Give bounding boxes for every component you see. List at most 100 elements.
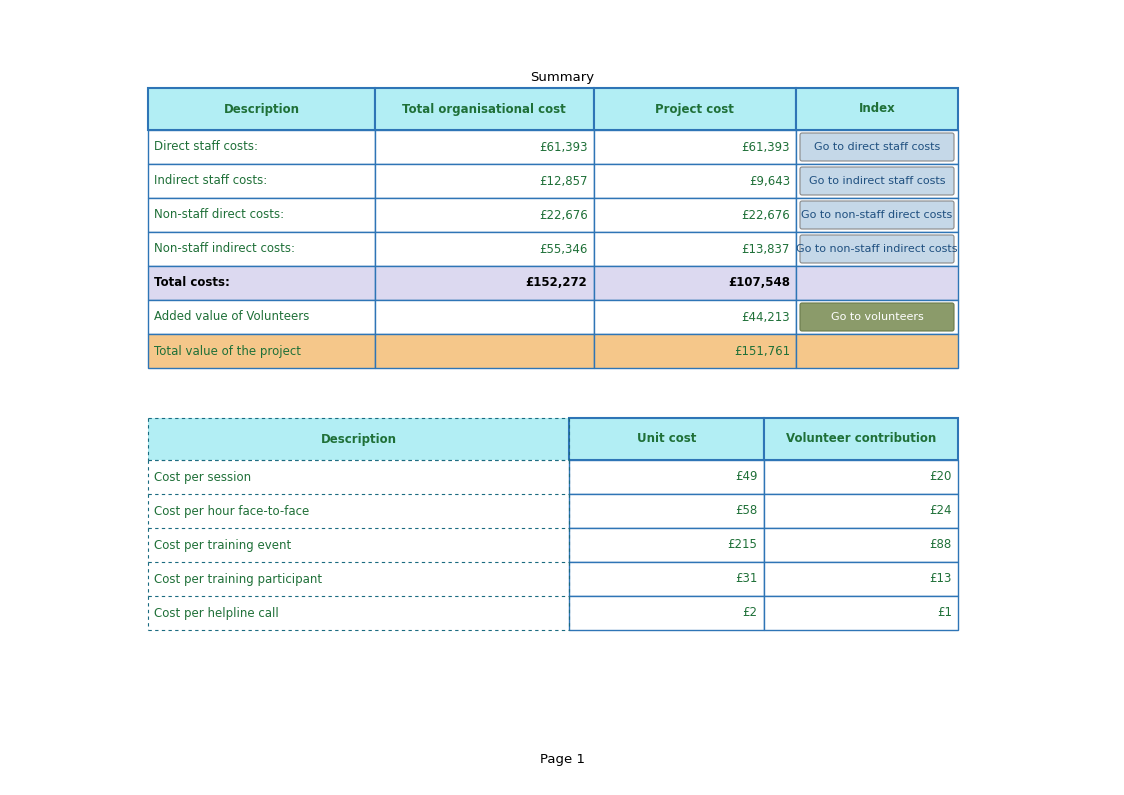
Text: Non-staff direct costs:: Non-staff direct costs: (154, 208, 284, 222)
Text: £44,213: £44,213 (742, 311, 790, 324)
Text: £49: £49 (735, 471, 758, 483)
Bar (763, 460, 958, 494)
Bar (593, 300, 796, 334)
Bar (148, 232, 374, 266)
Text: Non-staff indirect costs:: Non-staff indirect costs: (154, 242, 294, 255)
Text: Go to volunteers: Go to volunteers (831, 312, 924, 322)
Bar (569, 418, 763, 460)
Text: £20: £20 (930, 471, 952, 483)
Bar (593, 164, 796, 198)
Bar (763, 494, 958, 528)
FancyBboxPatch shape (800, 303, 954, 331)
Bar (796, 300, 958, 334)
Text: £107,548: £107,548 (728, 277, 790, 289)
Text: £152,272: £152,272 (526, 277, 588, 289)
Text: Total value of the project: Total value of the project (154, 344, 301, 358)
Bar (569, 596, 763, 630)
Bar (763, 418, 958, 460)
Text: £22,676: £22,676 (538, 208, 588, 222)
Text: £151,761: £151,761 (734, 344, 790, 358)
Text: Cost per hour face-to-face: Cost per hour face-to-face (154, 505, 309, 518)
Text: £12,857: £12,857 (540, 174, 588, 188)
Bar (763, 562, 958, 596)
Bar (148, 562, 569, 596)
Text: Description: Description (320, 432, 397, 445)
Bar (148, 418, 569, 460)
Text: Added value of Volunteers: Added value of Volunteers (154, 311, 309, 324)
Bar (374, 88, 593, 130)
Bar (569, 460, 763, 494)
Bar (593, 232, 796, 266)
Text: Index: Index (859, 103, 896, 115)
Text: Go to direct staff costs: Go to direct staff costs (814, 142, 940, 152)
Text: £9,643: £9,643 (749, 174, 790, 188)
Text: £31: £31 (735, 572, 758, 585)
Bar (148, 198, 374, 232)
Text: £55,346: £55,346 (540, 242, 588, 255)
Bar (763, 596, 958, 630)
Bar (569, 562, 763, 596)
Text: Total organisational cost: Total organisational cost (402, 103, 566, 115)
Bar (593, 266, 796, 300)
Text: £13: £13 (930, 572, 952, 585)
Bar (796, 232, 958, 266)
Bar (148, 164, 374, 198)
Text: £58: £58 (735, 505, 758, 518)
Bar (796, 164, 958, 198)
Bar (148, 528, 569, 562)
Text: Go to non-staff direct costs: Go to non-staff direct costs (801, 210, 953, 220)
FancyBboxPatch shape (800, 167, 954, 195)
Bar (148, 88, 374, 130)
Bar (374, 334, 593, 368)
Text: Go to non-staff indirect costs: Go to non-staff indirect costs (796, 244, 958, 254)
Bar (148, 494, 569, 528)
Bar (374, 164, 593, 198)
Text: £1: £1 (937, 607, 952, 619)
Bar (374, 198, 593, 232)
Bar (148, 300, 374, 334)
Text: Direct staff costs:: Direct staff costs: (154, 141, 259, 153)
Bar (569, 528, 763, 562)
Bar (148, 460, 569, 494)
Bar (569, 494, 763, 528)
Text: £61,393: £61,393 (742, 141, 790, 153)
Text: Total costs:: Total costs: (154, 277, 230, 289)
Text: Unit cost: Unit cost (636, 432, 696, 445)
Bar (374, 130, 593, 164)
Text: £2: £2 (743, 607, 758, 619)
Bar (796, 130, 958, 164)
Text: Cost per training event: Cost per training event (154, 538, 291, 552)
Bar (593, 130, 796, 164)
Bar (593, 198, 796, 232)
Bar (593, 334, 796, 368)
Text: Volunteer contribution: Volunteer contribution (786, 432, 936, 445)
Bar (148, 266, 374, 300)
Bar (796, 198, 958, 232)
Bar (374, 266, 593, 300)
FancyBboxPatch shape (800, 235, 954, 263)
Bar (796, 88, 958, 130)
Text: £22,676: £22,676 (741, 208, 790, 222)
Text: Cost per training participant: Cost per training participant (154, 572, 323, 585)
Text: £215: £215 (727, 538, 758, 552)
Bar (796, 266, 958, 300)
Text: £13,837: £13,837 (742, 242, 790, 255)
Text: Indirect staff costs:: Indirect staff costs: (154, 174, 268, 188)
Text: £61,393: £61,393 (540, 141, 588, 153)
Bar (593, 88, 796, 130)
Text: Cost per helpline call: Cost per helpline call (154, 607, 279, 619)
Bar (374, 300, 593, 334)
Text: Description: Description (224, 103, 299, 115)
Text: Project cost: Project cost (655, 103, 734, 115)
Bar (763, 528, 958, 562)
Text: Page 1: Page 1 (540, 754, 584, 766)
Text: Summary: Summary (529, 71, 595, 83)
Bar (374, 232, 593, 266)
Bar (148, 130, 374, 164)
Text: £88: £88 (930, 538, 952, 552)
Text: Cost per session: Cost per session (154, 471, 251, 483)
FancyBboxPatch shape (800, 133, 954, 161)
FancyBboxPatch shape (800, 201, 954, 229)
Bar (148, 596, 569, 630)
Text: Go to indirect staff costs: Go to indirect staff costs (809, 176, 945, 186)
